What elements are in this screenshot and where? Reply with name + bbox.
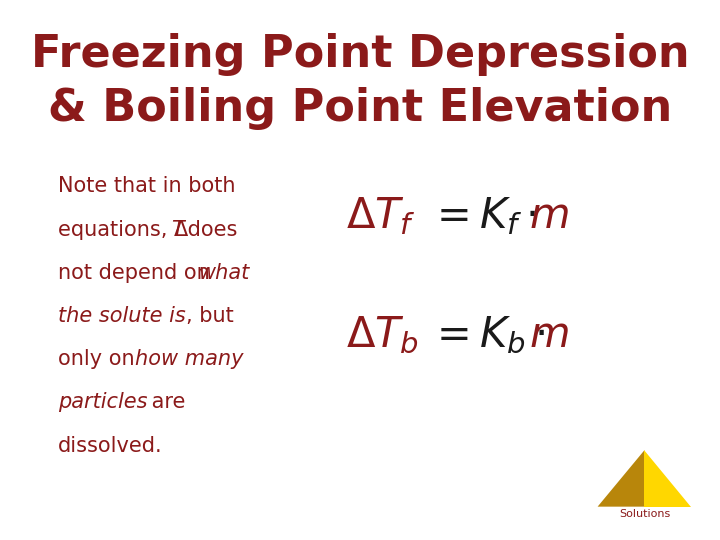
Text: $m$: $m$: [529, 314, 569, 356]
Text: $= K_b \cdot$: $= K_b \cdot$: [428, 314, 545, 356]
Text: $\Delta T_b$: $\Delta T_b$: [346, 314, 418, 356]
Text: only on: only on: [58, 349, 141, 369]
Text: $= K_f \cdot$: $= K_f \cdot$: [428, 195, 537, 237]
Text: Freezing Point Depression: Freezing Point Depression: [31, 32, 689, 76]
Text: does: does: [181, 219, 238, 240]
Text: dissolved.: dissolved.: [58, 435, 162, 456]
Text: particles: particles: [58, 392, 147, 413]
Text: $m$: $m$: [529, 195, 569, 237]
Text: are: are: [145, 392, 186, 413]
Text: , but: , but: [186, 306, 233, 326]
Text: how many: how many: [135, 349, 244, 369]
Text: & Boiling Point Elevation: & Boiling Point Elevation: [48, 86, 672, 130]
Text: not depend on: not depend on: [58, 262, 216, 283]
Text: T: T: [171, 219, 184, 240]
Text: what: what: [198, 262, 249, 283]
Text: Solutions: Solutions: [618, 509, 670, 519]
Text: equations, Δ: equations, Δ: [58, 219, 188, 240]
Text: Note that in both: Note that in both: [58, 176, 235, 197]
Text: the solute is: the solute is: [58, 306, 185, 326]
Text: $\Delta T_f$: $\Delta T_f$: [346, 195, 415, 237]
